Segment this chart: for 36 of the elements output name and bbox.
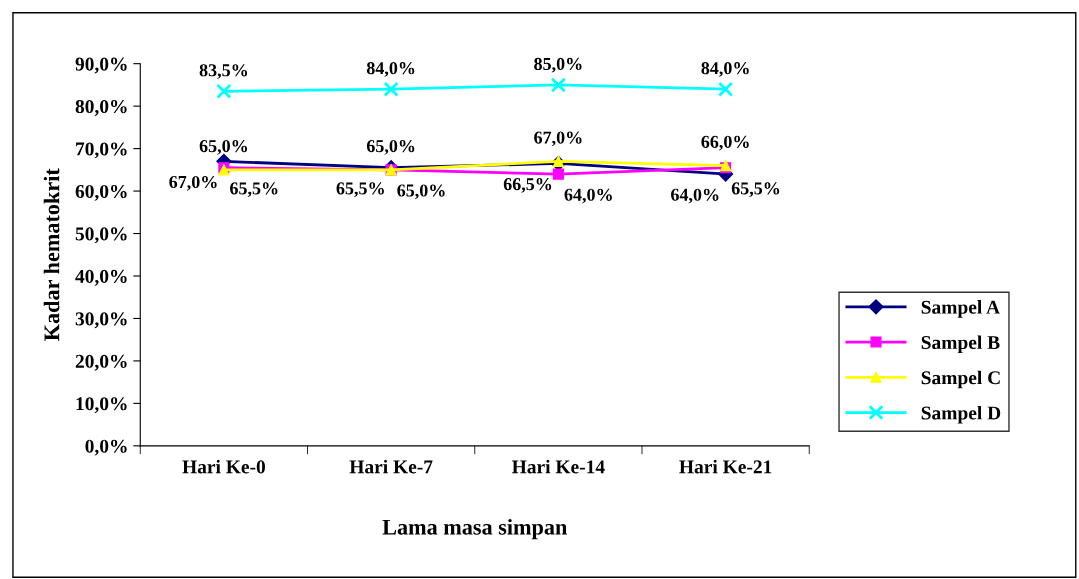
data-label: 67,0% — [169, 175, 217, 191]
data-label: 64,0% — [671, 188, 719, 204]
y-tick-label: 50,0% — [75, 227, 127, 244]
y-tick-label: 70,0% — [76, 142, 127, 159]
y-tick-label: 60,0% — [75, 184, 127, 201]
legend-label: Sampel D — [921, 405, 1001, 424]
x-tick-label: Hari Ke-14 — [512, 459, 605, 474]
data-label: 65,0% — [366, 139, 415, 155]
legend-label: Sampel B — [921, 335, 1000, 354]
data-label: 67,0% — [534, 131, 582, 147]
data-label: 65,0% — [397, 184, 445, 200]
y-tick-label: 40,0% — [75, 269, 127, 286]
y-tick-label: 30,0% — [75, 312, 127, 329]
y-axis-title: Kadar hematokrit — [43, 168, 60, 341]
y-tick-label: 20,0% — [75, 354, 127, 371]
data-label: 83,5% — [199, 64, 248, 79]
data-label: 65,5% — [336, 182, 384, 198]
y-tick-label: 0,0% — [85, 439, 127, 456]
legend-label: Sampel C — [921, 370, 1000, 389]
x-axis-title: Lama masa simpan — [382, 519, 568, 540]
x-tick-label: Hari Ke-0 — [182, 459, 265, 474]
x-tick-label: Hari Ke-21 — [679, 459, 772, 474]
data-label: 66,0% — [701, 135, 749, 151]
data-label: 85,0% — [534, 57, 582, 73]
data-label: 65,5% — [230, 182, 278, 198]
x-tick-label: Hari Ke-7 — [349, 459, 433, 474]
y-tick-label: 90,0% — [75, 57, 127, 74]
data-label: 65,0% — [199, 139, 248, 155]
data-label: 84,0% — [701, 62, 749, 77]
data-label: 65,5% — [731, 182, 780, 198]
data-label: 84,0% — [366, 62, 415, 77]
data-label: 66,5% — [503, 178, 552, 193]
y-tick-label: 80,0% — [75, 99, 127, 116]
y-tick-label: 10,0% — [76, 397, 127, 414]
data-label: 64,0% — [564, 188, 612, 204]
legend-label: Sampel A — [921, 300, 1000, 318]
